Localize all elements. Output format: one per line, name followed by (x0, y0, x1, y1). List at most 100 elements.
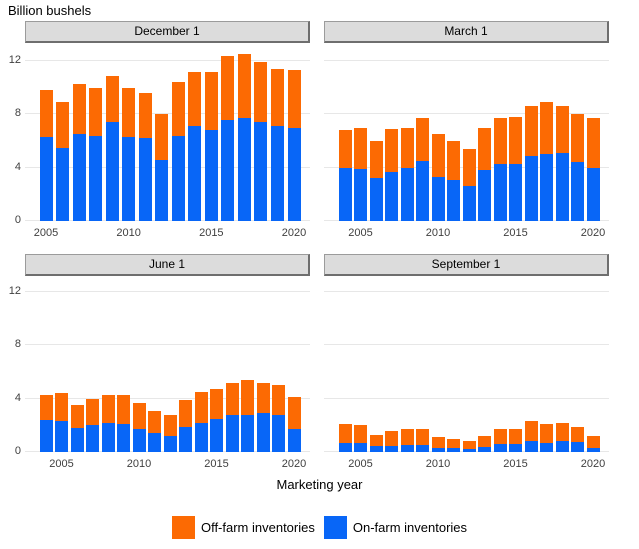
bar-segment-off-farm (155, 114, 169, 160)
bar-segment-off-farm (55, 393, 68, 422)
bar-segment-off-farm (163, 414, 177, 436)
bar-segment-on-farm (287, 127, 301, 221)
bar-segment-off-farm (338, 424, 352, 443)
bar-segment-off-farm (237, 54, 251, 119)
bar-segment-off-farm (478, 127, 491, 171)
bar-segment-on-farm (138, 138, 152, 221)
bar-segment-off-farm (132, 402, 146, 430)
bar-segment-off-farm (225, 382, 239, 415)
bar-segment-on-farm (540, 154, 553, 221)
bar-segment-off-farm (493, 429, 507, 444)
x-tick-label: 2015 (503, 227, 528, 239)
legend-item-off-farm: Off-farm inventories (171, 516, 315, 539)
bar-segment-off-farm (555, 422, 569, 442)
gridline-y12 (25, 291, 310, 292)
bar-segment-on-farm (117, 424, 130, 452)
bar-segment-off-farm (478, 436, 491, 448)
y-tick-label: 0 (14, 214, 21, 226)
bar-segment-off-farm (524, 106, 538, 156)
bar-segment-off-farm (272, 385, 285, 415)
bar-segment-on-farm (462, 186, 476, 221)
bar-segment-off-farm (89, 87, 103, 136)
bar-segment-off-farm (256, 382, 270, 414)
x-tick-label: 2005 (49, 458, 74, 470)
bar-segment-off-farm (540, 424, 553, 443)
bar-segment-off-farm (101, 394, 115, 423)
bar-segment-on-farm (272, 414, 285, 452)
y-tick-label: 4 (14, 391, 21, 404)
bar-segment-off-farm (138, 93, 152, 139)
bar-segment-off-farm (385, 129, 398, 172)
x-tick-label: 2020 (580, 227, 606, 239)
bar-segment-off-farm (586, 118, 600, 168)
bar-segment-on-farm (586, 448, 600, 452)
bar-segment-on-farm (241, 414, 254, 452)
y-tick-label: 0 (14, 445, 21, 457)
legend-label-on-farm: On-farm inventories (352, 520, 468, 535)
bar-segment-off-farm (105, 75, 119, 123)
bar-segment-on-farm (400, 167, 414, 221)
bar-segment-off-farm (39, 90, 53, 137)
bar-segment-off-farm (70, 405, 84, 428)
bar-segment-on-farm (431, 177, 445, 221)
bar-segment-on-farm (105, 122, 119, 221)
bar-segment-on-farm (493, 163, 507, 221)
bar-segment-on-farm (210, 418, 223, 452)
bar-segment-on-farm (194, 422, 208, 452)
bar-segment-off-farm (254, 62, 268, 123)
bar-segment-off-farm (194, 392, 208, 423)
bar-segment-off-farm (241, 380, 254, 415)
bar-segment-on-farm (369, 178, 383, 221)
bar-segment-on-farm (163, 436, 177, 452)
x-tick-label: 2010 (425, 458, 451, 470)
gridline-y4 (25, 397, 310, 399)
panel-header-september-1: September 1 (324, 254, 609, 276)
bar-segment-on-farm (132, 429, 146, 452)
legend-label-off-farm: Off-farm inventories (200, 520, 315, 535)
bar-segment-off-farm (416, 118, 429, 161)
bar-segment-on-farm (338, 167, 352, 221)
bar-segment-on-farm (204, 130, 218, 221)
legend: Off-farm inventories On-farm inventories (0, 516, 639, 539)
bar-segment-off-farm (462, 149, 476, 187)
y-tick-label: 8 (14, 107, 21, 120)
x-tick-label: 2005 (348, 458, 373, 470)
bar-segment-off-farm (493, 118, 507, 164)
bar-segment-off-farm (221, 55, 235, 120)
bar-segment-off-farm (171, 82, 185, 136)
bar-segment-on-farm (478, 447, 491, 452)
bar-segment-on-farm (369, 446, 383, 452)
bar-segment-off-farm (354, 425, 367, 443)
bar-segment-on-farm (256, 413, 270, 452)
bar-segment-off-farm (509, 429, 522, 444)
bar-segment-on-farm (221, 119, 235, 221)
legend-item-on-farm: On-farm inventories (323, 516, 468, 539)
bar-segment-on-farm (524, 441, 538, 452)
bar-segment-off-farm (571, 426, 584, 442)
plot-area-september-1 (324, 276, 609, 452)
bar-segment-off-farm (369, 141, 383, 179)
panel-header-march-1: March 1 (324, 21, 609, 43)
y-tick-label: 4 (14, 160, 21, 173)
panel-header-december-1: December 1 (25, 21, 310, 43)
bar-segment-on-farm (571, 162, 584, 221)
bar-segment-on-farm (540, 442, 553, 452)
bar-segment-on-farm (122, 137, 136, 221)
gridline-y12 (324, 60, 609, 61)
x-tick-label: 2015 (503, 458, 528, 470)
chart-title: Billion bushels (8, 3, 92, 18)
bar-segment-on-farm (237, 118, 251, 221)
gridline-y8 (324, 344, 609, 346)
bar-segment-off-farm (148, 410, 161, 434)
bar-segment-on-farm (354, 442, 367, 452)
bar-segment-off-farm (416, 429, 429, 445)
bar-segment-off-farm (354, 127, 367, 169)
y-tick-label: 12 (8, 285, 21, 297)
bar-segment-on-farm (287, 429, 301, 452)
bar-segment-off-farm (86, 398, 99, 426)
bar-segment-off-farm (447, 141, 460, 180)
bar-segment-on-farm (254, 122, 268, 221)
bar-segment-on-farm (225, 414, 239, 452)
bar-segment-on-farm (179, 426, 192, 452)
